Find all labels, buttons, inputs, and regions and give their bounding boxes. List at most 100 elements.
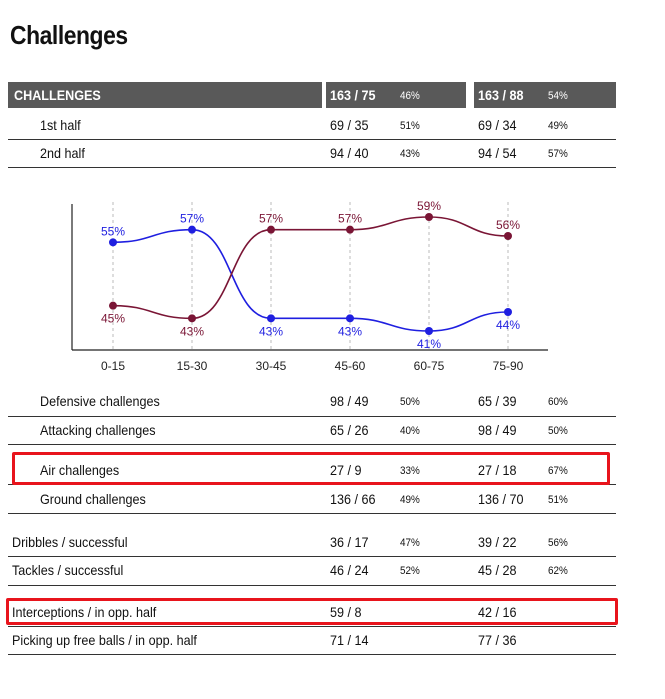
data-point (267, 314, 275, 323)
row-team1-pct: 50% (400, 396, 420, 408)
row-team1-pct: 33% (400, 465, 420, 477)
divider (8, 139, 616, 140)
table-row: Air challenges 27 / 9 33% 27 / 18 67% (8, 457, 616, 485)
row-team2-value: 98 / 49 (478, 422, 517, 438)
data-label: 41% (417, 337, 441, 351)
row-team2-pct: 50% (548, 425, 568, 437)
data-point (504, 232, 512, 240)
row-label: Dribbles / successful (12, 534, 128, 550)
row-team2-value: 42 / 16 (478, 604, 517, 620)
divider (8, 416, 616, 417)
row-team2-pct: 67% (548, 465, 568, 477)
row-label: Interceptions / in opp. half (12, 604, 157, 620)
series-line (112, 216, 509, 320)
table-row: Attacking challenges 65 / 26 40% 98 / 49… (8, 417, 616, 445)
table-row: Dribbles / successful 36 / 17 47% 39 / 2… (8, 529, 616, 557)
challenges-timeline-chart: 0-15 15-30 30-45 45-60 60-75 75-90 55% 57% 43% 43… (71, 199, 548, 373)
data-point (109, 238, 117, 247)
data-point (346, 225, 354, 234)
header-bar-team1: 163 / 75 46% (326, 82, 466, 108)
row-team2-value: 39 / 22 (478, 534, 517, 550)
row-team1-pct: 43% (400, 148, 420, 160)
table-row: Picking up free balls / in opp. half 71 … (8, 627, 616, 655)
row-team1-pct: 51% (400, 120, 420, 132)
row-label: Ground challenges (40, 491, 146, 507)
divider (8, 626, 616, 627)
data-label: 45% (101, 312, 125, 326)
row-label: Attacking challenges (40, 422, 156, 438)
highlight-box-air-challenges (12, 452, 610, 485)
header-team2-pct: 54% (548, 90, 568, 102)
table-row: Ground challenges 136 / 66 49% 136 / 70 … (8, 486, 616, 514)
data-point (188, 314, 196, 323)
data-point (188, 225, 196, 234)
divider (8, 167, 616, 168)
data-label: 43% (180, 324, 204, 338)
data-label: 59% (417, 199, 441, 213)
row-team2-value: 45 / 28 (478, 562, 517, 578)
data-point (425, 213, 433, 221)
row-team2-pct: 60% (548, 396, 568, 408)
series-line (112, 228, 509, 332)
divider (8, 513, 616, 514)
row-label: Picking up free balls / in opp. half (12, 632, 197, 648)
row-team1-value: 94 / 40 (330, 145, 369, 161)
header-team1-value: 163 / 75 (330, 87, 376, 103)
x-tick-label: 60-75 (414, 359, 445, 373)
row-label: Air challenges (40, 462, 120, 478)
x-tick-label: 15-30 (177, 359, 208, 373)
row-team2-pct: 62% (548, 565, 568, 577)
data-point (504, 308, 512, 316)
data-label: 55% (101, 224, 125, 238)
row-team1-pct: 49% (400, 494, 420, 506)
data-point (425, 327, 433, 335)
row-label: 1st half (40, 117, 81, 133)
row-team2-pct: 49% (548, 120, 568, 132)
highlight-box-interceptions (6, 598, 618, 625)
row-team1-value: 136 / 66 (330, 491, 376, 507)
x-tick-label: 30-45 (256, 359, 287, 373)
row-team1-value: 36 / 17 (330, 534, 369, 550)
row-team1-value: 65 / 26 (330, 422, 369, 438)
data-label: 56% (496, 218, 520, 232)
row-team2-value: 77 / 36 (478, 632, 517, 648)
header-bar-label: CHALLENGES (8, 82, 322, 108)
row-label: 2nd half (40, 145, 85, 161)
header-label: CHALLENGES (14, 87, 101, 103)
row-label: Defensive challenges (40, 393, 160, 409)
table-row: Interceptions / in opp. half 59 / 8 42 /… (8, 599, 616, 627)
row-team2-value: 94 / 54 (478, 145, 517, 161)
data-label: 44% (496, 318, 520, 332)
row-team1-value: 46 / 24 (330, 562, 369, 578)
row-team1-value: 71 / 14 (330, 632, 369, 648)
divider (8, 585, 616, 586)
row-team1-value: 59 / 8 (330, 604, 362, 620)
data-label: 57% (259, 212, 283, 226)
row-team1-value: 27 / 9 (330, 462, 362, 478)
table-row: 1st half 69 / 35 51% 69 / 34 49% (8, 112, 616, 140)
row-label: Tackles / successful (12, 562, 124, 578)
row-team2-pct: 56% (548, 537, 568, 549)
divider (8, 654, 616, 655)
header-bar-team2: 163 / 88 54% (474, 82, 616, 108)
x-tick-label: 45-60 (335, 359, 366, 373)
row-team2-value: 27 / 18 (478, 462, 517, 478)
row-team1-value: 98 / 49 (330, 393, 369, 409)
row-team1-pct: 47% (400, 537, 420, 549)
row-team2-value: 69 / 34 (478, 117, 517, 133)
row-team2-pct: 51% (548, 494, 568, 506)
page-title: Challenges (10, 20, 128, 50)
header-team1-pct: 46% (400, 90, 420, 102)
divider (8, 556, 616, 557)
data-label: 43% (259, 324, 283, 338)
row-team1-value: 69 / 35 (330, 117, 369, 133)
table-row: 2nd half 94 / 40 43% 94 / 54 57% (8, 140, 616, 168)
x-tick-label: 0-15 (101, 359, 125, 373)
data-label: 57% (180, 212, 204, 226)
divider (8, 444, 616, 445)
row-team2-value: 136 / 70 (478, 491, 524, 507)
data-label: 43% (338, 324, 362, 338)
row-team1-pct: 40% (400, 425, 420, 437)
table-row: Tackles / successful 46 / 24 52% 45 / 28… (8, 557, 616, 585)
row-team1-pct: 52% (400, 565, 420, 577)
